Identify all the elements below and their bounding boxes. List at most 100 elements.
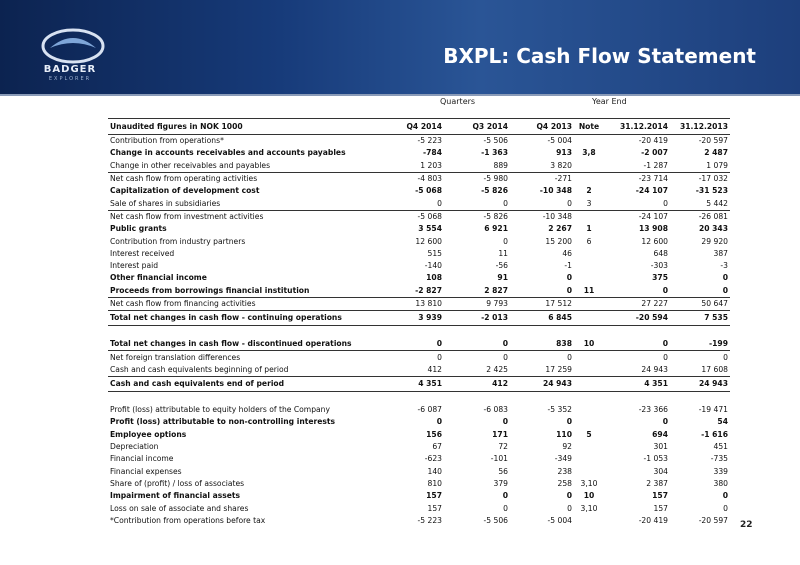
value-cell: -10 348 [539,186,572,196]
value-cell: 0 [566,273,572,283]
row-label: Public grants [110,224,167,234]
value-cell: 2 487 [704,148,728,158]
column-header: Q4 2013 [510,118,574,135]
value-cell: 2 425 [486,364,508,374]
table-row: Cash and cash equivalents end of period 4… [108,376,730,393]
value-cell: 339 [713,466,729,476]
note-cell [574,376,604,393]
value-cell: 3 820 [550,160,572,170]
value-cell: 0 [722,285,728,295]
note-cell: 3,8 [582,148,596,158]
table-row: Net cash flow from financing activities 1… [108,296,730,311]
value-cell: -2 013 [444,310,510,327]
note-cell [574,260,604,272]
value-cell: 7 535 [670,310,730,327]
banner: BADGER EXPLORER BXPL: Cash Flow Statemen… [0,0,800,96]
value-cell: 0 [670,350,730,364]
row-label: Change in other receivables and payables [110,160,271,170]
row-label: Profit (loss) attributable to non-contro… [110,417,336,427]
value-cell: 380 [713,478,729,488]
row-label: Total net changes in cash flow - discont… [110,339,352,349]
value-cell: -23 714 [604,171,670,186]
table-row: Cash and cash equivalents beginning of p… [108,364,730,377]
value-cell: 4 351 [384,376,444,393]
value-cell: 1 203 [420,160,442,170]
value-cell: 108 [426,273,442,283]
table-row: Sale of shares in subsidiaries 0 0 0 3 0 5 442 [108,197,730,210]
row-label: Capitalization of development cost [110,186,260,196]
value-cell: -24 107 [635,186,668,196]
slide-title: BXPL: Cash Flow Statement [443,44,756,68]
note-cell: 2 [586,186,592,196]
value-cell: -26 081 [670,209,730,224]
value-cell: 157 [653,503,669,513]
value-cell: 3 939 [384,310,444,327]
value-cell: 0 [663,198,668,208]
value-cell: 17 259 [545,364,572,374]
value-cell: 0 [723,503,728,513]
value-cell: -303 [650,261,668,271]
value-cell: 2 827 [484,285,508,295]
value-cell: 0 [502,491,508,501]
note-cell [574,466,604,478]
note-cell [574,135,604,148]
note-cell: 11 [583,285,595,295]
row-label: Share of (profit) / loss of associates [110,478,245,488]
group-header: Year End [592,97,627,106]
value-cell: -5 223 [417,136,442,146]
value-cell: 12 600 [641,236,668,246]
row-label: Profit (loss) attributable to equity hol… [110,405,330,415]
value-cell: -271 [510,171,574,186]
value-cell: 387 [713,248,729,258]
note-cell [574,404,604,416]
value-cell: 6 845 [510,310,574,327]
value-cell: 0 [502,339,508,349]
note-cell [574,160,604,173]
table-row: Interest received 515 11 46 648 387 [108,248,730,260]
value-cell: 54 [717,417,728,427]
row-label: Net cash flow from operating activities [108,171,384,186]
value-cell: 157 [426,491,442,501]
value-cell: 0 [503,236,508,246]
row-label: Employee options [110,429,187,439]
logo-icon [41,28,105,64]
value-cell: 301 [653,442,669,452]
table-row: Change in accounts receivables and accou… [108,147,730,159]
table-row: Total net changes in cash flow - discont… [108,338,730,351]
value-cell: -31 523 [695,186,728,196]
column-header: Q4 2014 [384,118,444,135]
note-cell: 10 [583,491,595,501]
row-label: Interest received [110,248,175,258]
value-cell: -5 004 [547,136,572,146]
value-cell: -5 980 [444,171,510,186]
value-cell: -5 506 [483,515,508,525]
value-cell: -6 083 [483,405,508,415]
note-cell: 3 [586,198,592,208]
value-cell: 0 [384,350,444,364]
value-cell: 72 [498,442,508,452]
value-cell: 2 267 [548,224,572,234]
table-row: Financial expenses 140 56 238 304 339 [108,466,730,478]
header-row: Unaudited figures in NOK 1000 Q4 2014 Q3 2… [108,118,730,135]
cash-flow-table: Unaudited figures in NOK 1000 Q4 2014 Q3 2… [108,118,730,527]
value-cell: 913 [556,148,572,158]
note-cell [574,272,604,284]
value-cell: 11 [498,248,508,258]
value-cell: 2 387 [646,478,668,488]
value-cell: 157 [427,503,443,513]
note-cell [574,416,604,428]
value-cell: -20 594 [604,310,670,327]
value-cell: -17 032 [670,171,730,186]
table-row: Other financial income 108 91 0 375 0 [108,272,730,284]
table-row: Capitalization of development cost -5 068… [108,185,730,197]
value-cell: -1 363 [481,148,508,158]
value-cell: 0 [566,417,572,427]
value-cell: 12 600 [415,236,442,246]
row-label: Financial income [110,454,174,464]
value-cell: -3 [720,261,728,271]
value-cell: -140 [424,261,442,271]
note-cell [574,364,604,377]
value-cell: -5 826 [481,186,508,196]
value-cell: 13 810 [384,296,444,311]
table-row: Share of (profit) / loss of associates 81… [108,478,730,490]
